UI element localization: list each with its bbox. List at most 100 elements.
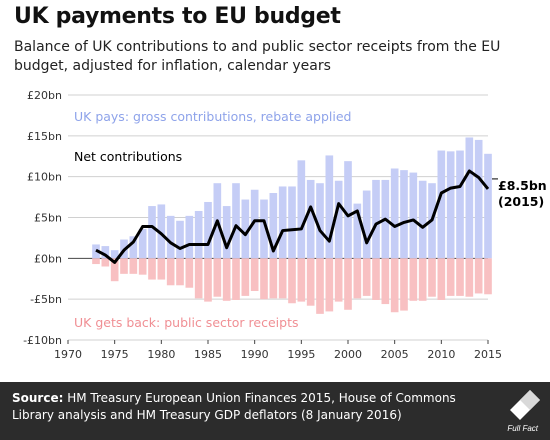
receipts-bar bbox=[278, 258, 287, 299]
receipts-bar bbox=[297, 258, 306, 302]
gross-bar bbox=[260, 199, 268, 259]
gross-bar bbox=[418, 180, 427, 259]
receipts-bar bbox=[148, 258, 156, 280]
receipts-bar bbox=[390, 258, 399, 313]
end-year-label: (2015) bbox=[498, 194, 544, 209]
gross-bar bbox=[166, 215, 175, 259]
gross-bar bbox=[325, 155, 334, 259]
gross-bar bbox=[362, 190, 371, 259]
gross-bar bbox=[390, 168, 399, 259]
gross-bar bbox=[110, 250, 119, 259]
x-tick-label: 2005 bbox=[381, 348, 409, 361]
gross-bar bbox=[400, 170, 408, 259]
gross-bar bbox=[297, 160, 306, 259]
receipts-bar bbox=[166, 258, 175, 286]
net-line bbox=[95, 169, 490, 264]
gross-bar bbox=[222, 206, 231, 259]
gross-bar bbox=[269, 193, 278, 259]
receipts-bar bbox=[428, 258, 436, 297]
y-tick-label: £20bn bbox=[27, 89, 62, 102]
x-tick-label: 1970 bbox=[54, 348, 82, 361]
y-tick-label: -£5bn bbox=[30, 293, 62, 306]
gross-bar bbox=[446, 151, 455, 259]
x-tick-label: 1995 bbox=[287, 348, 315, 361]
receipts-bar bbox=[325, 258, 334, 312]
receipts-bar bbox=[446, 258, 455, 296]
gross-bar bbox=[316, 183, 324, 259]
receipts-bar bbox=[344, 258, 352, 310]
receipts-bar bbox=[185, 258, 194, 288]
receipts-bar bbox=[316, 258, 324, 314]
x-tick-label: 1985 bbox=[194, 348, 222, 361]
receipts-bar bbox=[241, 258, 250, 296]
x-tick-label: 2000 bbox=[334, 348, 362, 361]
gross-bar bbox=[334, 180, 343, 259]
source-label: Source: bbox=[12, 391, 64, 405]
gross-bar bbox=[176, 220, 184, 259]
gross-bar bbox=[344, 161, 352, 259]
receipts-bar bbox=[110, 258, 119, 282]
receipts-bar bbox=[269, 258, 278, 299]
x-tick-label: 2015 bbox=[474, 348, 502, 361]
receipts-bar bbox=[232, 258, 240, 300]
receipts-bar bbox=[306, 258, 315, 306]
gross-bar bbox=[148, 206, 156, 259]
receipts-bar bbox=[92, 258, 100, 265]
receipts-bar bbox=[409, 258, 418, 301]
y-tick-label: -£10bn bbox=[23, 334, 62, 347]
chart-title: UK payments to EU budget bbox=[14, 4, 341, 29]
gross-bar bbox=[241, 199, 250, 259]
gross-bar bbox=[372, 179, 380, 259]
source-note: Source: HM Treasury European Union Finan… bbox=[12, 390, 472, 424]
x-tick-label: 1990 bbox=[241, 348, 269, 361]
receipts-bar bbox=[260, 258, 268, 300]
gross-bar bbox=[101, 246, 110, 259]
gross-bar bbox=[157, 204, 166, 259]
receipts-bar bbox=[120, 258, 128, 274]
gross-bar bbox=[278, 186, 287, 259]
net-series-label: Net contributions bbox=[74, 149, 182, 164]
receipts-bar bbox=[400, 258, 408, 311]
gross-bar bbox=[484, 153, 492, 259]
gross-series-label: UK pays: gross contributions, rebate app… bbox=[74, 109, 351, 124]
chart-area: -£10bn -£5bn £0bn £5bn £10bn £15bn £20bn 1970 19… bbox=[23, 89, 547, 361]
y-tick-label: £0bn bbox=[34, 252, 62, 265]
receipts-bar bbox=[204, 258, 212, 302]
receipts-bar bbox=[474, 258, 483, 294]
receipts-bar bbox=[222, 258, 231, 301]
gross-bar bbox=[474, 139, 483, 259]
gross-bar bbox=[437, 150, 446, 259]
x-tick-label: 2010 bbox=[427, 348, 455, 361]
gross-bar bbox=[138, 228, 147, 259]
gross-bar bbox=[288, 186, 296, 259]
receipts-bar bbox=[101, 258, 110, 267]
gross-bar bbox=[185, 215, 194, 259]
source-text: HM Treasury European Union Finances 2015… bbox=[12, 391, 456, 422]
receipts-bar bbox=[176, 258, 184, 286]
gross-bar bbox=[306, 179, 315, 259]
chart-subtitle: Balance of UK contributions to and publi… bbox=[14, 39, 501, 74]
receipts-bar bbox=[288, 258, 296, 304]
receipts-bar bbox=[334, 258, 343, 302]
gross-bar bbox=[465, 137, 474, 259]
receipts-bar bbox=[250, 258, 259, 291]
receipts-series-label: UK gets back: public sector receipts bbox=[74, 315, 298, 330]
x-tick-label: 1980 bbox=[147, 348, 175, 361]
gross-bar bbox=[204, 201, 212, 259]
y-tick-label: £15bn bbox=[27, 130, 62, 143]
receipts-bar bbox=[465, 258, 474, 297]
receipts-bar bbox=[484, 258, 492, 295]
gross-bar bbox=[129, 236, 138, 259]
receipts-bar bbox=[157, 258, 166, 280]
logo-text: Full Fact bbox=[507, 424, 538, 433]
gross-bar bbox=[232, 183, 240, 259]
gross-bar bbox=[456, 150, 464, 259]
end-value-label: £8.5bn bbox=[498, 178, 547, 193]
x-tick-label: 1975 bbox=[101, 348, 129, 361]
receipts-bar bbox=[194, 258, 203, 299]
gross-bar bbox=[409, 172, 418, 259]
full-fact-logo: Full Fact bbox=[507, 390, 540, 433]
receipts-bar bbox=[129, 258, 138, 274]
footer: Source: HM Treasury European Union Finan… bbox=[0, 382, 550, 440]
receipts-bar bbox=[456, 258, 464, 296]
